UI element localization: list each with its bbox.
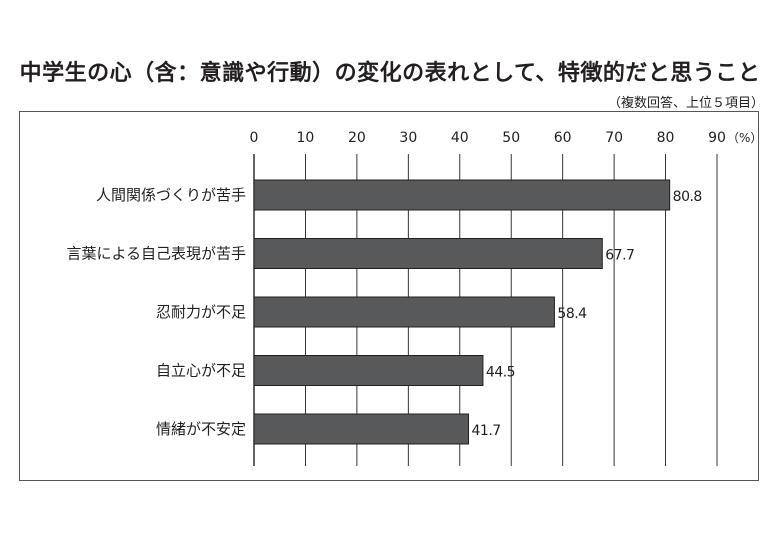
- category-label-1: 人間関係づくりが苦手: [96, 186, 246, 204]
- x-tick-label-0: 0: [250, 130, 259, 146]
- category-label-2: 言葉による自己表現が苦手: [66, 245, 246, 263]
- bar-4: [253, 355, 484, 386]
- chart-frame: [19, 111, 759, 481]
- value-label-2: 67.7: [605, 248, 634, 264]
- bar-1: [253, 179, 671, 211]
- category-label-4: 自立心が不足: [156, 362, 246, 380]
- x-tick-label-30: 30: [399, 130, 417, 146]
- value-labels: 80.8 67.7 58.4 44.5 41.7: [472, 189, 703, 439]
- x-tick-label-40: 40: [451, 130, 469, 146]
- x-tick-label-70: 70: [605, 130, 623, 146]
- x-tick-label-80: 80: [657, 130, 675, 146]
- value-label-5: 41.7: [472, 423, 501, 439]
- bar-2: [253, 238, 603, 269]
- x-tick-label-20: 20: [348, 130, 366, 146]
- x-axis-unit-label: （%）: [727, 131, 762, 145]
- value-label-3: 58.4: [557, 306, 587, 322]
- x-tick-label-50: 50: [502, 130, 520, 146]
- category-label-5: 情緒が不安定: [156, 420, 246, 438]
- value-label-4: 44.5: [486, 365, 515, 381]
- x-axis-ticks: 0 10 20 30 40 50 60 70 80 90: [250, 130, 726, 146]
- chart-subtitle: （複数回答、上位５項目）: [607, 96, 764, 111]
- chart-title: 中学生の心（含：意識や行動）の変化の表れとして、特徴的だと思うこと: [19, 61, 761, 86]
- bar-5: [253, 413, 470, 445]
- value-label-1: 80.8: [673, 189, 702, 205]
- x-tick-label-90: 90: [708, 130, 726, 146]
- x-tick-label-60: 60: [554, 130, 572, 146]
- bar-3: [253, 296, 555, 328]
- bars: [253, 179, 671, 445]
- x-tick-label-10: 10: [297, 130, 315, 146]
- category-label-3: 忍耐力が不足: [156, 303, 246, 321]
